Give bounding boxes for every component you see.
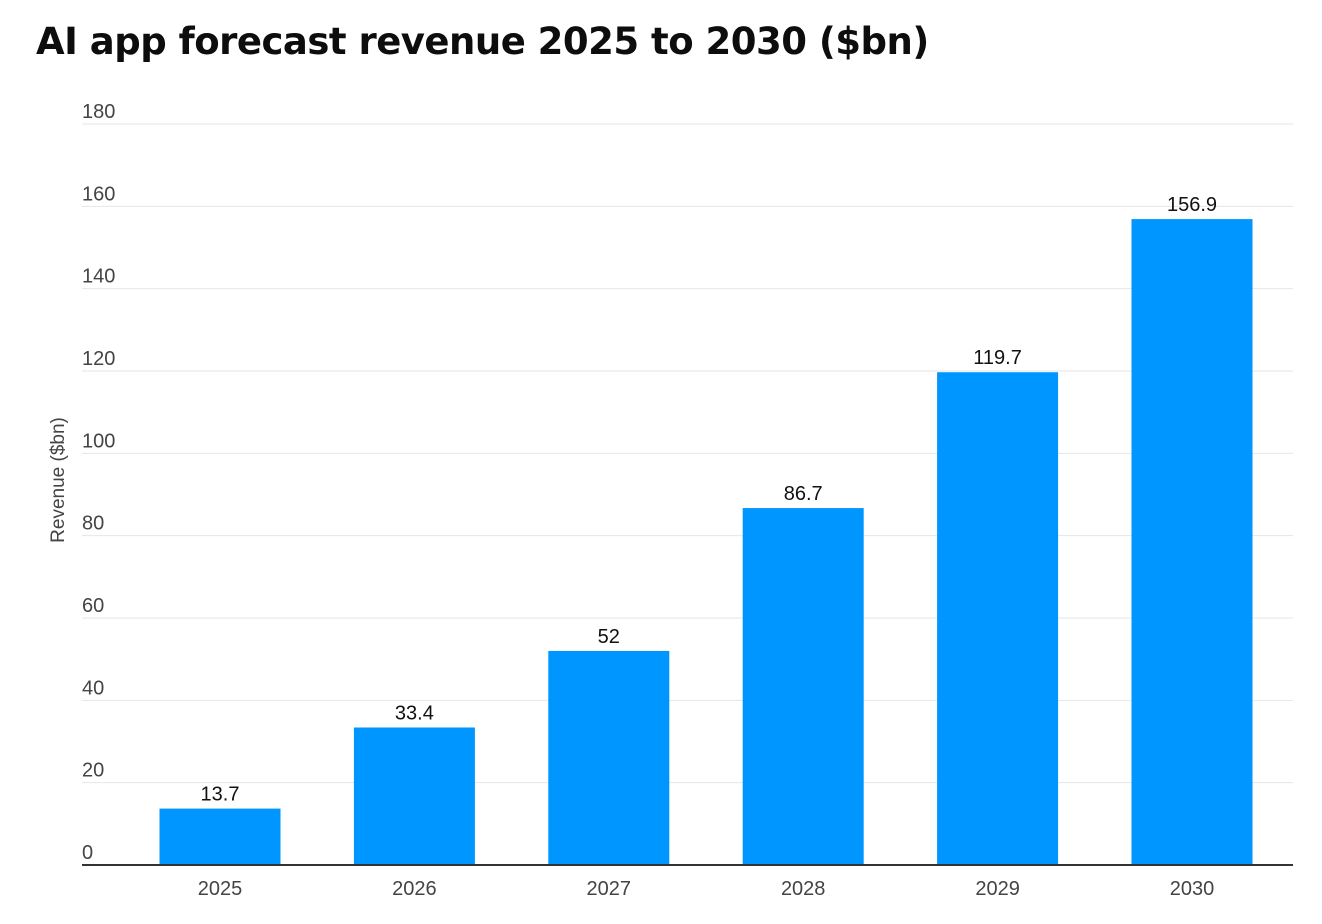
y-tick-label: 160 [82,183,115,205]
y-tick-label: 180 [82,101,115,123]
y-axis-ticks: 0 20 40 60 80 100 120 140 160 180 [82,101,115,864]
bar-2029 [937,372,1059,865]
y-tick-label: 100 [82,430,115,452]
x-axis-ticks: 2025 2026 2027 2028 2029 2030 [198,878,1215,900]
x-tick-label: 2029 [975,878,1020,900]
y-tick-label: 40 [82,677,104,699]
x-tick-label: 2028 [781,878,826,900]
data-label-2026: 33.4 [395,703,434,725]
data-label-2028: 86.7 [784,483,823,505]
bar-2027 [548,650,670,865]
data-labels: 13.7 33.4 52 86.7 119.7 156.9 [201,194,1218,806]
x-tick-label: 2027 [587,878,632,900]
gridlines [82,123,1293,784]
bars [159,219,1253,866]
y-tick-label: 140 [82,266,115,288]
bar-2026 [353,727,475,865]
data-label-2030: 156.9 [1167,194,1217,216]
y-axis-title: Revenue ($bn) [48,417,69,543]
y-tick-label: 20 [82,760,104,782]
x-tick-label: 2025 [198,878,243,900]
y-tick-label: 60 [82,595,104,617]
y-tick-label: 120 [82,348,115,370]
data-label-2029: 119.7 [973,347,1022,369]
data-label-2027: 52 [598,626,620,648]
x-tick-label: 2026 [392,878,437,900]
y-tick-label: 0 [82,842,93,864]
y-tick-label: 80 [82,513,104,535]
data-label-2025: 13.7 [201,784,240,806]
bar-2030 [1131,219,1253,866]
bar-2025 [159,808,281,865]
chart-title: AI app forecast revenue 2025 to 2030 ($b… [36,20,929,63]
x-tick-label: 2030 [1170,878,1215,900]
bar-2028 [742,508,864,865]
